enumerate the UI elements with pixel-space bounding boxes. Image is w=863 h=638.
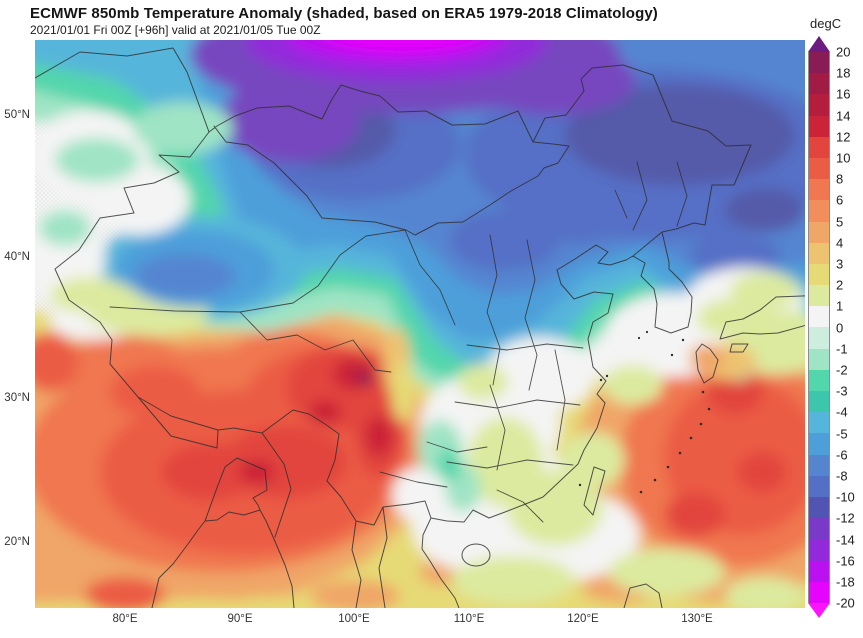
colorbar-segment: [809, 581, 829, 603]
colorbar-tick-label: -3: [836, 383, 848, 399]
colorbar-segment: [809, 475, 829, 497]
chart-subtitle: 2021/01/01 Fri 00Z [+96h] valid at 2021/…: [30, 23, 321, 37]
lon-tick-label: 100°E: [338, 613, 370, 625]
colorbar-segment: [809, 136, 829, 158]
colorbar-segment: [809, 52, 829, 74]
colorbar-segment: [809, 454, 829, 476]
colorbar-tick-label: 18: [836, 65, 851, 81]
colorbar-tick-label: 10: [836, 150, 851, 166]
colorbar-tick-label: -12: [836, 510, 855, 526]
lat-tick-label: 40°N: [4, 251, 30, 263]
colorbar-tick-label: -2: [836, 362, 848, 378]
colorbar-unit-label: degC: [810, 16, 842, 31]
colorbar-tick-label: -20: [836, 595, 855, 611]
colorbar-tick-label: 2: [836, 277, 844, 293]
country-borders: [35, 47, 752, 608]
colorbar-segment: [809, 496, 829, 519]
colorbar-tick-label: -18: [836, 574, 855, 590]
colorbar-segment: [809, 179, 829, 201]
chart-title: ECMWF 850mb Temperature Anomaly (shaded,…: [30, 5, 658, 22]
colorbar-tick-label: 6: [836, 192, 844, 208]
colorbar-arrow-top: [808, 36, 830, 52]
anomaly-shading: [35, 40, 805, 608]
anomaly-map-svg: [35, 40, 805, 608]
anomaly-field-cold: [35, 40, 805, 472]
lat-axis: 50°N 40°N 30°N 20°N: [0, 0, 33, 638]
anomaly-field-accents: [39, 102, 805, 608]
colorbar-segment: [809, 306, 829, 328]
lon-tick-label: 110°E: [453, 613, 485, 625]
islands: [461, 295, 805, 608]
colorbar-segments: [808, 52, 830, 603]
map-canvas: [35, 40, 805, 608]
province-borders: [109, 161, 688, 523]
colorbar-segment: [809, 263, 829, 286]
colorbar-segment: [809, 94, 829, 116]
lon-tick-label: 90°E: [227, 613, 253, 625]
colorbar-segment: [809, 433, 829, 455]
colorbar-segment: [809, 539, 829, 561]
colorbar-tick-label: -8: [836, 468, 848, 484]
colorbar-segment: [809, 221, 829, 243]
colorbar-tick-label: 20: [836, 44, 851, 60]
colorbar-segment: [809, 369, 829, 391]
colorbar-tick-label: 12: [836, 129, 851, 145]
colorbar-segment: [809, 327, 829, 349]
colorbar-tick-label: -14: [836, 532, 855, 548]
colorbar-segment: [809, 200, 829, 222]
colorbar-segment: [809, 391, 829, 413]
colorbar-tick-label: -1: [836, 341, 848, 357]
small-islands-dots: [578, 330, 711, 494]
lon-tick-label: 120°E: [567, 613, 599, 625]
colorbar-segment: [809, 412, 829, 434]
colorbar-segment: [809, 115, 829, 137]
colorbar-tick-label: 16: [836, 86, 851, 102]
lon-tick-label: 130°E: [681, 613, 713, 625]
colorbar-tick-label: 5: [836, 214, 844, 230]
colorbar-tick-label: 8: [836, 171, 844, 187]
lat-tick-label: 30°N: [4, 392, 30, 404]
colorbar-segment: [809, 560, 829, 582]
colorbar-tick-label: -6: [836, 447, 848, 463]
colorbar-segment: [809, 242, 829, 264]
colorbar-tick-label: 1: [836, 298, 844, 314]
lon-tick-label: 80°E: [112, 613, 138, 625]
colorbar-segment: [809, 73, 829, 95]
colorbar-segment: [809, 518, 829, 540]
colorbar: 20 18 16 14 12 10 8 6 5 4 3 2 1 0 -1 -2 -3 -4 -5 -6 -8 -10 -12…: [808, 36, 863, 620]
colorbar-tick-label: 0: [836, 320, 844, 336]
colorbar-arrow-bottom: [808, 603, 830, 619]
colorbar-segment: [809, 348, 829, 370]
colorbar-tick-label: 4: [836, 235, 844, 251]
lat-tick-label: 20°N: [4, 536, 30, 548]
colorbar-tick-label: 3: [836, 256, 844, 272]
colorbar-tick-label: 14: [836, 108, 851, 124]
colorbar-segment: [809, 285, 829, 307]
anomaly-field-warm: [35, 290, 805, 608]
colorbar-tick-label: -16: [836, 553, 855, 569]
colorbar-tick-label: -5: [836, 426, 848, 442]
lat-tick-label: 50°N: [4, 109, 30, 121]
colorbar-tick-label: -4: [836, 404, 848, 420]
colorbar-segment: [809, 157, 829, 180]
colorbar-tick-label: -10: [836, 489, 855, 505]
